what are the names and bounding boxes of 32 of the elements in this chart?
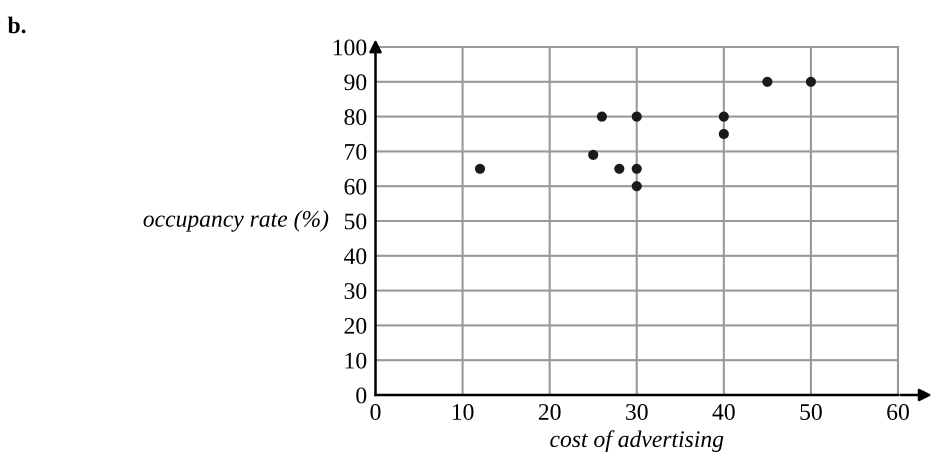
y-tick-label: 10 — [346, 352, 366, 369]
y-tick-label: 80 — [344, 109, 366, 126]
y-tick-label: 20 — [344, 318, 366, 334]
point — [806, 76, 816, 87]
x-tick-label: 60 — [887, 404, 909, 420]
y-tick-label: 60 — [344, 178, 366, 195]
point — [718, 128, 729, 140]
point — [632, 181, 642, 192]
x-tick-label: 0 — [370, 404, 381, 420]
y-tick-label: 100 — [334, 39, 366, 56]
y-tick-label: 90 — [344, 74, 366, 90]
y-tick-label: 70 — [345, 144, 366, 160]
point — [614, 164, 624, 174]
point — [632, 112, 642, 122]
point — [596, 112, 608, 122]
point — [632, 164, 642, 174]
y-tick-label: 0 — [356, 387, 366, 404]
y-tick-label: 40 — [344, 248, 366, 264]
x-tick-label: 30 — [626, 404, 648, 420]
text: b. — [8, 16, 26, 34]
point — [588, 150, 598, 160]
x-tick-label: 10 — [452, 404, 474, 420]
y-tick-label: 50 — [344, 213, 366, 230]
point — [762, 76, 772, 87]
y-tick-label: 30 — [344, 283, 366, 300]
point — [718, 112, 729, 122]
x-tick-label: 50 — [800, 404, 822, 420]
x-tick-label: 20 — [538, 404, 561, 420]
y-axis-title: occupancy rate (%) — [143, 210, 328, 232]
point — [474, 164, 486, 174]
x-axis-title: cost of advertising — [550, 430, 724, 452]
x-tick-label: 40 — [712, 404, 735, 420]
